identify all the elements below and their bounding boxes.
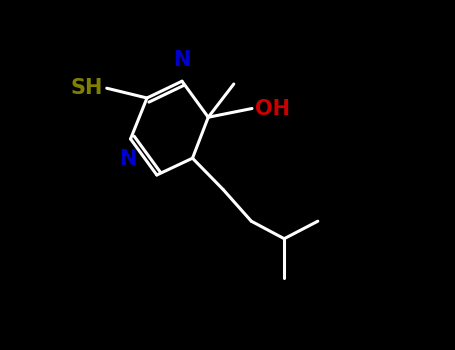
Text: SH: SH bbox=[71, 78, 103, 98]
Text: N: N bbox=[119, 149, 136, 169]
Text: OH: OH bbox=[256, 98, 290, 119]
Text: N: N bbox=[173, 50, 191, 70]
